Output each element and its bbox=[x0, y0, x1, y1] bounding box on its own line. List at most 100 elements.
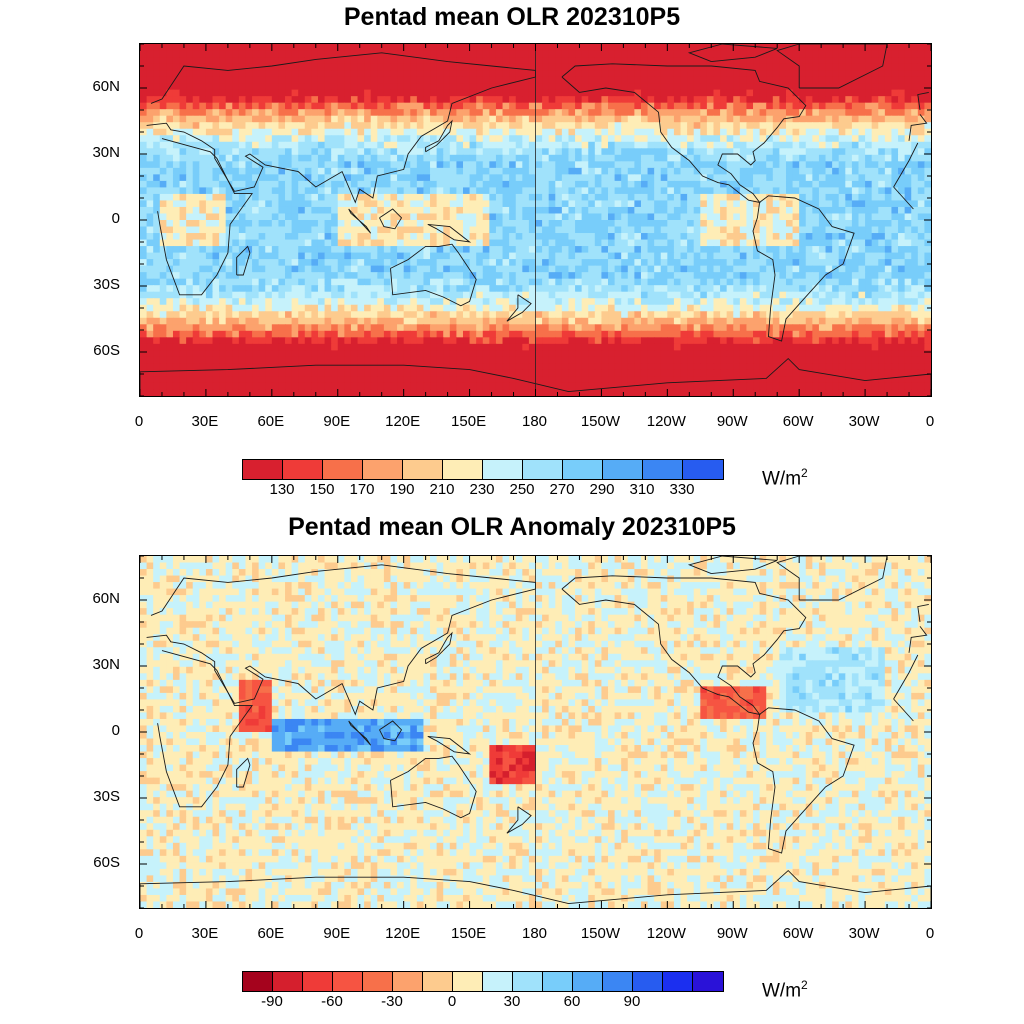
field-cell bbox=[535, 252, 543, 260]
field-cell bbox=[456, 70, 464, 78]
field-cell bbox=[904, 76, 912, 84]
field-cell bbox=[410, 63, 418, 71]
field-cell bbox=[871, 83, 879, 91]
field-cell bbox=[509, 206, 517, 215]
field-cell bbox=[733, 200, 741, 208]
field-cell bbox=[561, 278, 570, 286]
field-cell bbox=[522, 96, 530, 104]
field-cell bbox=[430, 206, 438, 215]
field-cell bbox=[871, 252, 879, 260]
field-cell bbox=[370, 226, 378, 234]
field-cell bbox=[456, 259, 464, 267]
field-cell bbox=[403, 89, 411, 97]
field-cell bbox=[720, 285, 728, 293]
field-cell bbox=[502, 278, 510, 286]
field-cell bbox=[304, 213, 312, 221]
field-cell bbox=[680, 265, 688, 273]
field-cell bbox=[726, 213, 734, 221]
field-cell bbox=[476, 122, 484, 130]
field-cell bbox=[476, 206, 484, 215]
field-cell bbox=[364, 193, 372, 202]
field-cell bbox=[515, 304, 523, 312]
field-cell bbox=[693, 180, 701, 189]
field-cell bbox=[370, 109, 378, 117]
field-cell bbox=[449, 200, 457, 208]
field-cell bbox=[621, 187, 629, 195]
field-cell bbox=[252, 206, 260, 215]
field-cell bbox=[344, 135, 352, 143]
field-cell bbox=[713, 233, 721, 241]
field-cell bbox=[687, 57, 695, 65]
field-cell bbox=[271, 252, 280, 260]
field-cell bbox=[199, 148, 207, 156]
field-cell bbox=[759, 285, 767, 293]
field-cell bbox=[502, 193, 510, 202]
field-cell bbox=[594, 200, 603, 208]
field-cell bbox=[654, 109, 662, 117]
field-cell bbox=[462, 285, 471, 293]
field-cell bbox=[733, 63, 741, 71]
field-cell bbox=[673, 70, 682, 78]
field-cell bbox=[364, 265, 372, 273]
field-cell bbox=[713, 83, 721, 91]
field-cell bbox=[146, 128, 154, 136]
field-cell bbox=[304, 128, 312, 136]
field-cell bbox=[680, 135, 688, 143]
field-cell bbox=[753, 193, 761, 202]
field-cell bbox=[252, 122, 260, 130]
field-cell bbox=[713, 291, 721, 299]
field-cell bbox=[515, 115, 523, 123]
field-cell bbox=[515, 109, 523, 117]
field-cell bbox=[528, 298, 537, 306]
field-cell bbox=[673, 76, 682, 84]
field-cell bbox=[443, 63, 451, 71]
field-cell bbox=[634, 70, 642, 78]
field-cell bbox=[166, 304, 174, 312]
field-cell bbox=[687, 226, 695, 234]
field-cell bbox=[588, 102, 596, 110]
field-cell bbox=[693, 57, 701, 65]
field-cell bbox=[713, 246, 721, 254]
field-cell bbox=[344, 239, 352, 247]
field-cell bbox=[627, 187, 635, 195]
field-cell bbox=[772, 161, 780, 169]
field-cell bbox=[700, 50, 708, 58]
field-cell bbox=[291, 239, 299, 247]
field-cell bbox=[838, 265, 846, 273]
field-cell bbox=[172, 154, 181, 162]
field-cell bbox=[548, 213, 556, 221]
field-cell bbox=[476, 180, 484, 189]
field-cell bbox=[370, 167, 378, 175]
field-cell bbox=[186, 311, 194, 319]
field-cell bbox=[660, 180, 668, 189]
field-cell bbox=[832, 252, 840, 260]
field-cell bbox=[687, 174, 695, 182]
field-cell bbox=[891, 291, 899, 299]
field-cell bbox=[766, 83, 774, 91]
field-cell bbox=[469, 135, 477, 143]
field-cell bbox=[397, 180, 405, 189]
field-cell bbox=[285, 174, 293, 182]
field-cell bbox=[186, 76, 194, 84]
field-cell bbox=[542, 226, 550, 234]
field-cell bbox=[845, 252, 853, 260]
field-cell bbox=[542, 265, 550, 273]
field-cell bbox=[660, 154, 668, 162]
field-cell bbox=[436, 259, 444, 267]
field-cell bbox=[865, 50, 873, 58]
field-cell bbox=[436, 226, 444, 234]
field-cell bbox=[324, 148, 332, 156]
field-cell bbox=[733, 291, 741, 299]
field-cell bbox=[403, 233, 411, 241]
field-cell bbox=[825, 246, 833, 254]
field-cell bbox=[416, 50, 425, 58]
field-cell bbox=[904, 135, 912, 143]
field-cell bbox=[805, 50, 813, 58]
field-cell bbox=[265, 180, 273, 189]
field-cell bbox=[898, 89, 906, 97]
field-cell bbox=[482, 135, 490, 143]
field-cell bbox=[706, 259, 715, 267]
field-cell bbox=[522, 141, 530, 149]
field-cell bbox=[350, 180, 359, 189]
field-cell bbox=[608, 311, 616, 319]
